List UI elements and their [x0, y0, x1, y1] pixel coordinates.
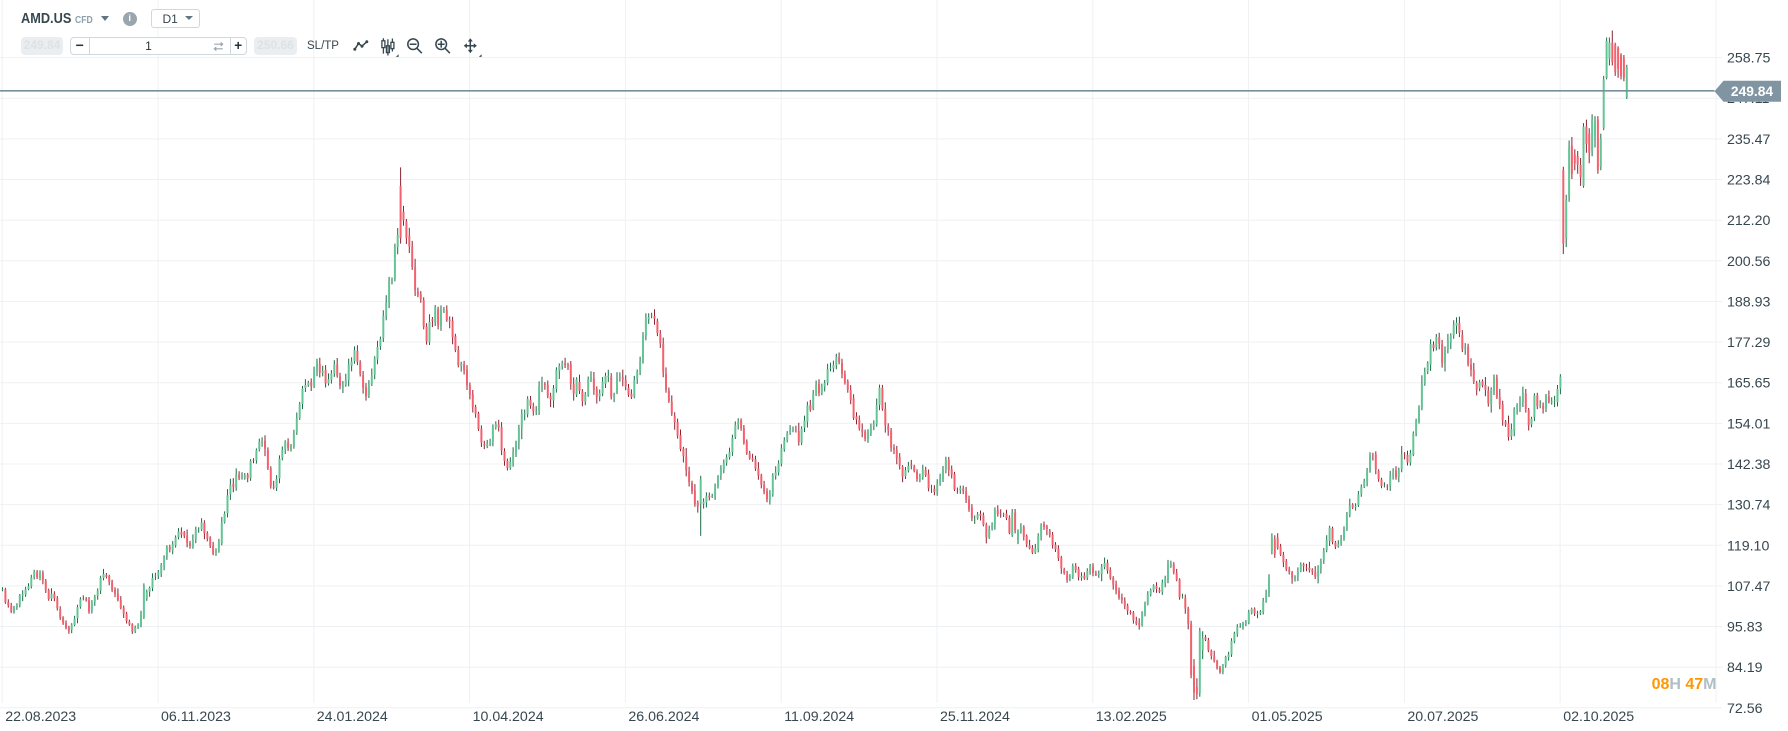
svg-text:212.20: 212.20: [1727, 213, 1771, 229]
svg-text:177.29: 177.29: [1727, 335, 1771, 351]
svg-text:200.56: 200.56: [1727, 254, 1771, 270]
svg-text:08H 47M: 08H 47M: [1652, 676, 1717, 693]
svg-text:20.07.2025: 20.07.2025: [1407, 709, 1478, 725]
svg-text:26.06.2024: 26.06.2024: [628, 709, 699, 725]
svg-text:72.56: 72.56: [1727, 701, 1763, 717]
svg-text:13.02.2025: 13.02.2025: [1096, 709, 1167, 725]
svg-text:10.04.2024: 10.04.2024: [473, 709, 544, 725]
svg-text:258.75: 258.75: [1727, 51, 1771, 67]
svg-text:188.93: 188.93: [1727, 294, 1771, 310]
svg-text:249.84: 249.84: [1731, 84, 1774, 99]
svg-text:84.19: 84.19: [1727, 660, 1763, 676]
svg-text:142.38: 142.38: [1727, 457, 1771, 473]
svg-text:235.47: 235.47: [1727, 132, 1771, 148]
svg-text:06.11.2023: 06.11.2023: [161, 709, 231, 725]
svg-text:02.10.2025: 02.10.2025: [1563, 709, 1634, 725]
svg-text:25.11.2024: 25.11.2024: [940, 709, 1010, 725]
svg-text:223.84: 223.84: [1727, 173, 1771, 189]
svg-text:130.74: 130.74: [1727, 498, 1771, 514]
svg-text:01.05.2025: 01.05.2025: [1252, 709, 1323, 725]
svg-text:154.01: 154.01: [1727, 416, 1771, 432]
svg-text:11.09.2024: 11.09.2024: [784, 709, 854, 725]
svg-text:119.10: 119.10: [1727, 538, 1769, 554]
svg-text:22.08.2023: 22.08.2023: [5, 709, 76, 725]
svg-text:24.01.2024: 24.01.2024: [317, 709, 388, 725]
svg-text:95.83: 95.83: [1727, 620, 1763, 636]
svg-text:107.47: 107.47: [1727, 579, 1771, 595]
svg-text:165.65: 165.65: [1727, 376, 1771, 392]
